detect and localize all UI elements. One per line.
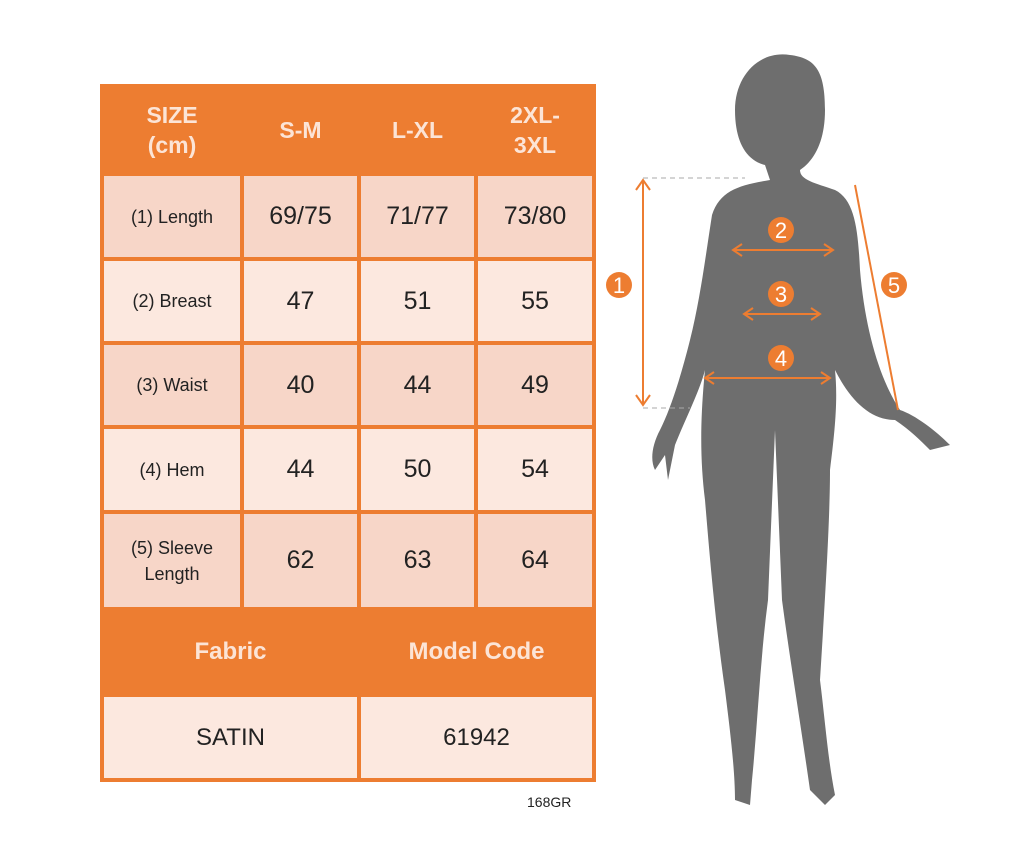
cell: 63 [357, 510, 478, 611]
cell: 69/75 [240, 172, 361, 261]
cell: 55 [474, 257, 596, 345]
marker-4: 4 [775, 346, 787, 371]
header-size: SIZE (cm) [100, 84, 244, 176]
fabric-header-row: Fabric Model Code [100, 607, 596, 697]
header-2xl-3xl-label: 2XL-3XL [510, 102, 560, 158]
measure-arrows [635, 177, 899, 411]
body-silhouette-figure: 1 2 3 4 5 [606, 54, 950, 805]
marker-1: 1 [613, 273, 625, 298]
cell: 62 [240, 510, 361, 611]
header-row: SIZE (cm) S-M L-XL 2XL-3XL [100, 84, 596, 176]
product-code: 168GR [527, 794, 572, 810]
fabric-value-row: SATIN 61942 [100, 693, 596, 782]
row-label: (2) Breast [100, 257, 244, 345]
cell: 64 [474, 510, 596, 611]
row-label: (3) Waist [100, 341, 244, 429]
cell: 47 [240, 257, 361, 345]
cell: 54 [474, 425, 596, 514]
fabric-value: SATIN [100, 693, 361, 782]
cell: 50 [357, 425, 478, 514]
row-label: (5) Sleeve Length [100, 510, 244, 611]
cell: 51 [357, 257, 478, 345]
table-row: (3) Waist 40 44 49 [100, 341, 596, 429]
table-row: (5) Sleeve Length 62 63 64 [100, 510, 596, 611]
cell: 71/77 [357, 172, 478, 261]
measure-markers: 1 2 3 4 5 [606, 217, 907, 371]
marker-3: 3 [775, 282, 787, 307]
cell: 44 [240, 425, 361, 514]
header-size-line1: SIZE [146, 102, 198, 128]
marker-2: 2 [775, 218, 787, 243]
header-size-line2: (cm) [147, 132, 197, 158]
cell: 40 [240, 341, 361, 429]
model-code-value: 61942 [357, 693, 596, 782]
row-label-line1: (5) Sleeve [130, 537, 214, 558]
header-s-m: S-M [240, 84, 361, 176]
row-label-line2: Length [144, 563, 200, 584]
row-label: (1) Length [100, 172, 244, 261]
header-2xl-3xl: 2XL-3XL [474, 84, 596, 176]
cell: 73/80 [474, 172, 596, 261]
model-code-label: Model Code [357, 607, 596, 697]
size-chart-table: SIZE (cm) S-M L-XL 2XL-3XL (1) Length 69/… [100, 84, 596, 782]
cell: 49 [474, 341, 596, 429]
table-row: (1) Length 69/75 71/77 73/80 [100, 172, 596, 261]
table-row: (4) Hem 44 50 54 [100, 425, 596, 514]
marker-5: 5 [888, 273, 900, 298]
table-row: (2) Breast 47 51 55 [100, 257, 596, 345]
fabric-label: Fabric [100, 607, 361, 697]
silhouette [652, 54, 950, 805]
row-label: (4) Hem [100, 425, 244, 514]
header-l-xl: L-XL [357, 84, 478, 176]
cell: 44 [357, 341, 478, 429]
